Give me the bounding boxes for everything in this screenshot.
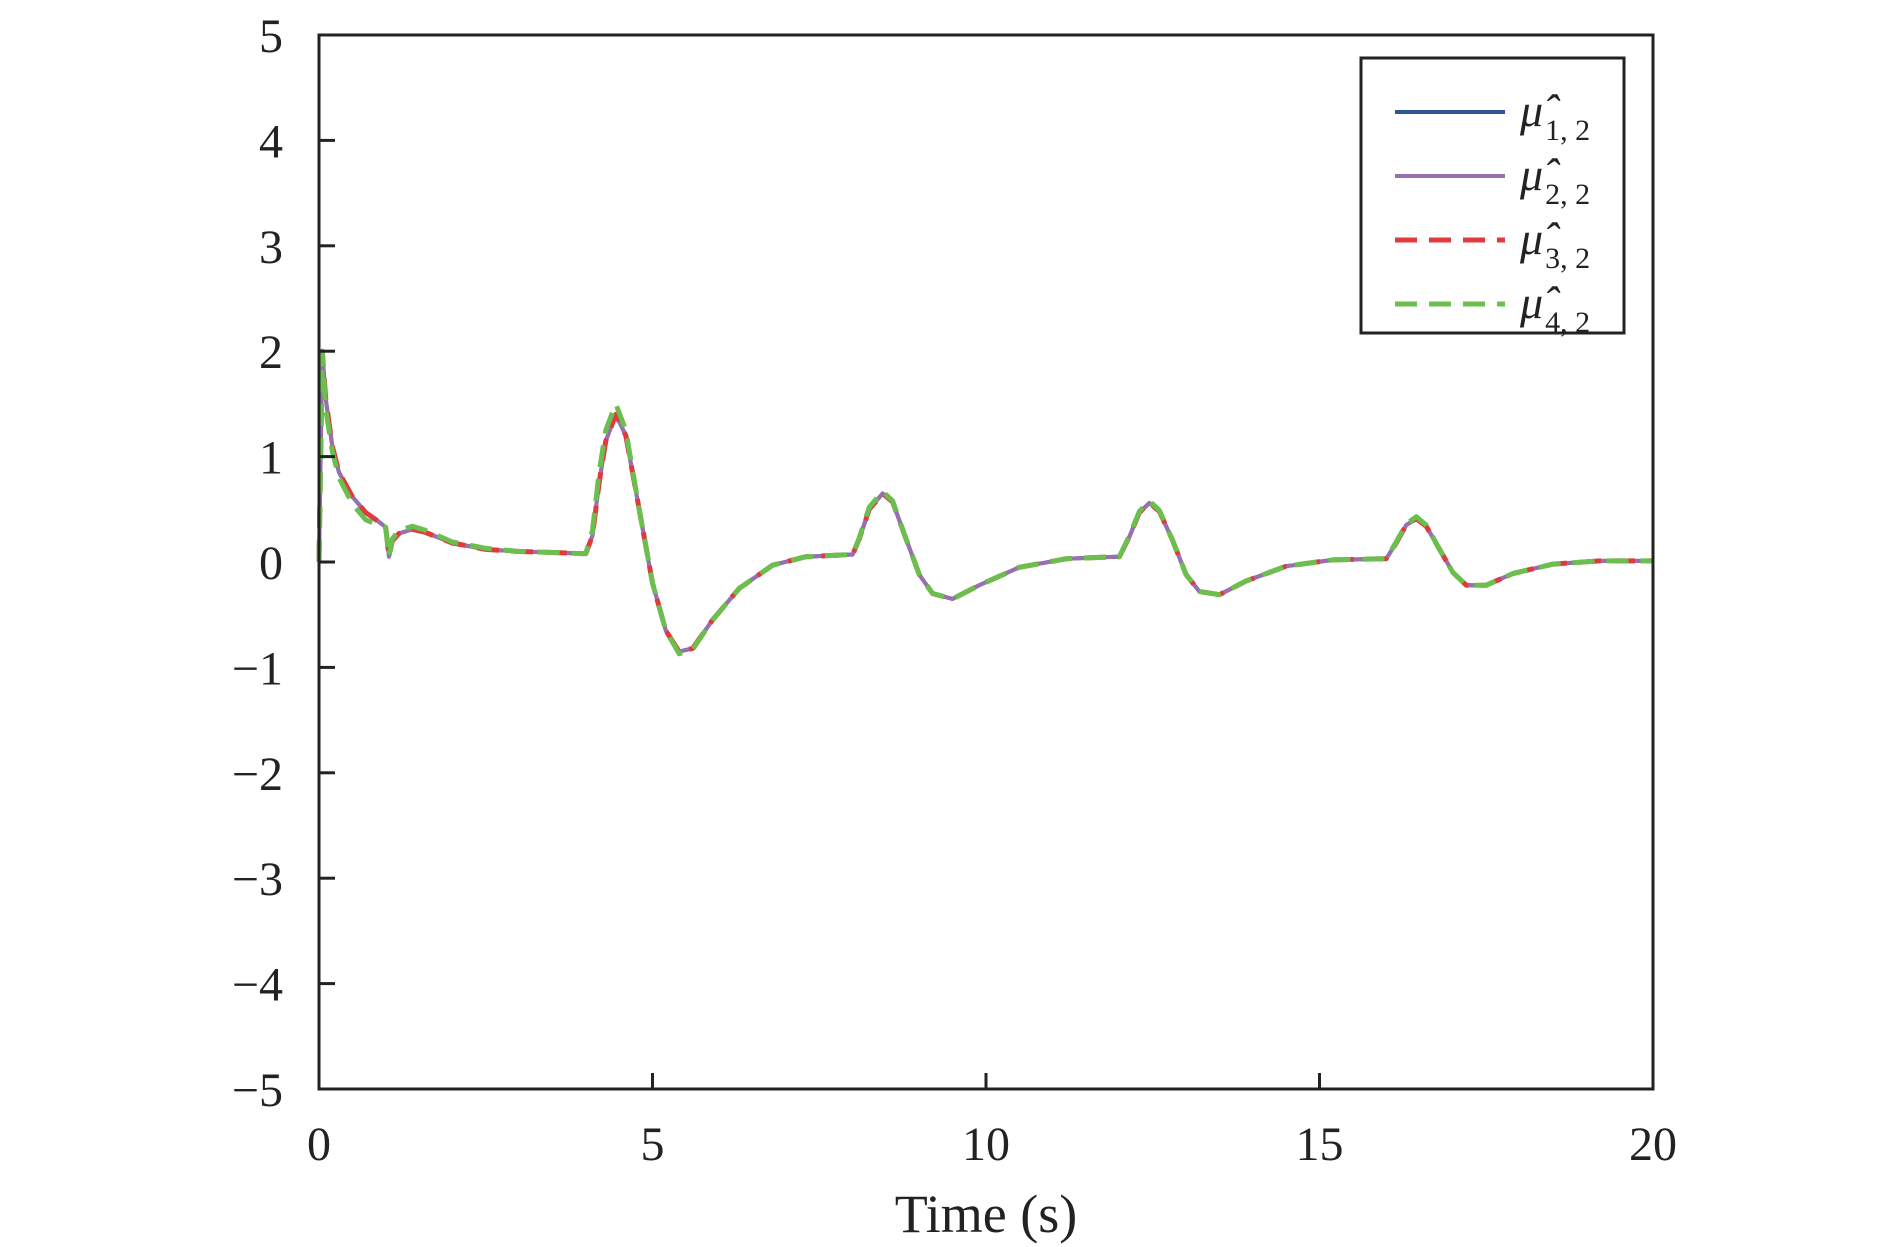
x-tick-label: 5 bbox=[641, 1118, 665, 1171]
y-tick-label: −3 bbox=[232, 853, 283, 906]
x-tick-label: 15 bbox=[1296, 1118, 1344, 1171]
x-axis-title: Time (s) bbox=[895, 1184, 1078, 1244]
y-tick-label: −2 bbox=[232, 748, 283, 801]
x-tick-label: 20 bbox=[1629, 1118, 1677, 1171]
series-line-2 bbox=[317, 349, 1653, 654]
legend-box bbox=[1359, 56, 1626, 335]
x-tick-label: 0 bbox=[307, 1118, 331, 1171]
y-tick-label: 4 bbox=[259, 115, 283, 168]
y-tick-label: −5 bbox=[232, 1064, 283, 1117]
y-tick-label: 3 bbox=[259, 221, 283, 274]
series-line-4 bbox=[316, 348, 1653, 657]
legend: μ̂1, 2μ̂2, 2μ̂3, 2μ̂4, 2 bbox=[1359, 56, 1626, 339]
y-tick-label: −1 bbox=[232, 642, 283, 695]
plot-lines bbox=[316, 348, 1653, 657]
series-line-1 bbox=[317, 349, 1653, 654]
y-axis: 5 4 3 2 1 0 −1 −2 −3 −4 −5 bbox=[232, 10, 335, 1117]
y-tick-label: −4 bbox=[232, 959, 283, 1012]
x-tick-label: 10 bbox=[962, 1118, 1010, 1171]
x-axis: 0 5 10 15 20 bbox=[307, 1073, 1677, 1171]
y-tick-label: 5 bbox=[259, 10, 283, 63]
y-tick-label: 0 bbox=[259, 537, 283, 590]
series-line-3 bbox=[316, 348, 1653, 655]
y-tick-label: 2 bbox=[259, 326, 283, 379]
y-tick-label: 1 bbox=[259, 432, 283, 485]
legend-label-2: μ̂2, 2 bbox=[1519, 149, 1590, 211]
